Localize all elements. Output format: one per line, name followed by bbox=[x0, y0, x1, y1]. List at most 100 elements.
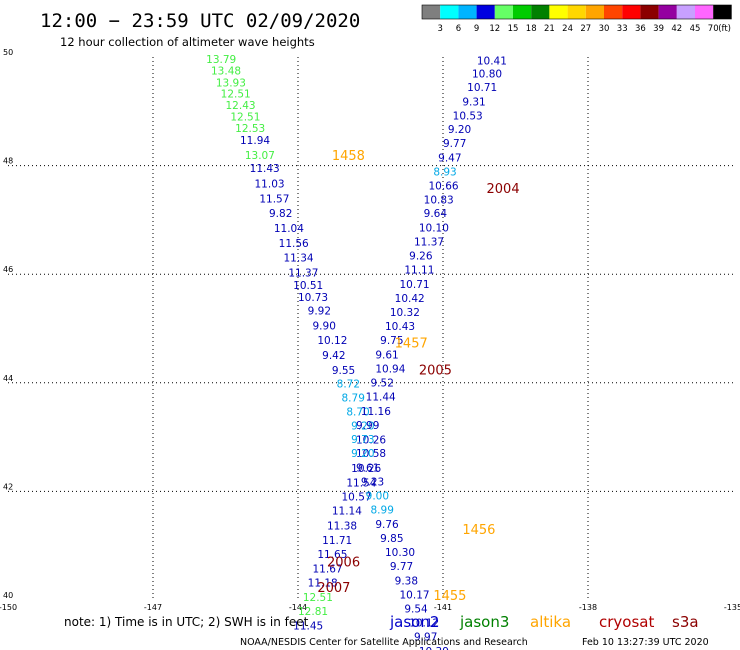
swh-point: 8.93 bbox=[433, 166, 456, 178]
color-swatch bbox=[658, 5, 677, 19]
track-time-label: 1456 bbox=[462, 523, 495, 538]
swh-point: 10.71 bbox=[400, 279, 430, 291]
wave-height-points: 13.7913.4813.9312.5112.4312.5112.5311.94… bbox=[206, 54, 507, 650]
swh-point: 11.04 bbox=[274, 223, 304, 235]
swh-point: 9.92 bbox=[308, 305, 331, 317]
legend-jason3: jason3 bbox=[459, 613, 509, 631]
swh-point: 9.00 bbox=[366, 491, 389, 503]
color-scale-label: 45 bbox=[690, 24, 701, 34]
color-bar-frame bbox=[421, 4, 732, 20]
color-scale-label: 18 bbox=[526, 24, 537, 34]
track-time-label: 2005 bbox=[419, 364, 452, 379]
swh-point: 11.14 bbox=[332, 506, 362, 518]
swh-point: 11.71 bbox=[322, 535, 352, 547]
swh-point: 11.45 bbox=[293, 620, 323, 632]
color-swatch bbox=[422, 5, 441, 19]
x-tick-label: -144 bbox=[289, 603, 307, 612]
swh-point: 9.99 bbox=[356, 420, 379, 432]
swh-point: 10.53 bbox=[453, 110, 483, 122]
y-tick-label: 50 bbox=[3, 48, 13, 57]
swh-point: 11.44 bbox=[366, 392, 396, 404]
swh-point: 10.80 bbox=[472, 69, 502, 81]
legend-s3a: s3a bbox=[672, 613, 699, 631]
axes: -150 -147 -144 -141 -138 -135 40 42 44 46 48 50 bbox=[0, 48, 740, 612]
y-tick-label: 46 bbox=[3, 265, 13, 274]
swh-point: 11.67 bbox=[313, 563, 343, 575]
swh-point: 9.47 bbox=[438, 152, 461, 164]
y-tick-label: 44 bbox=[3, 374, 13, 383]
swh-point: 8.72 bbox=[337, 379, 360, 391]
swh-point: 11.37 bbox=[414, 236, 444, 248]
x-tick-label: -147 bbox=[144, 603, 162, 612]
swh-point: 12.51 bbox=[303, 592, 333, 604]
color-swatch bbox=[622, 5, 641, 19]
swh-point: 12.51 bbox=[221, 89, 251, 101]
swh-point: 9.20 bbox=[351, 420, 374, 432]
legend-jason2: jason2 bbox=[389, 613, 439, 631]
swh-point: 10.17 bbox=[400, 589, 430, 601]
track-time-label: 2004 bbox=[487, 182, 520, 197]
swh-point: 10.26 bbox=[356, 435, 386, 447]
swh-point: 9.75 bbox=[380, 335, 403, 347]
swh-point: 12.51 bbox=[230, 112, 260, 124]
track-time-label: 1457 bbox=[395, 337, 428, 352]
color-scale-label: 12 bbox=[489, 24, 500, 34]
swh-point: 11.34 bbox=[284, 253, 314, 265]
swh-point: 9.90 bbox=[313, 321, 336, 333]
swh-point: 11.57 bbox=[259, 194, 289, 206]
track-labels: 1458 2004 1457 2005 1456 2006 2007 1455 bbox=[317, 149, 519, 604]
swh-point: 10.42 bbox=[395, 293, 425, 305]
color-scale-label: 42 bbox=[671, 24, 682, 34]
chart-subtitle: 12 hour collection of altimeter wave hei… bbox=[60, 35, 315, 49]
swh-point: 9.61 bbox=[356, 462, 379, 474]
swh-point: 10.71 bbox=[467, 82, 497, 94]
swh-point: 11.03 bbox=[255, 178, 285, 190]
swh-point: 9.38 bbox=[395, 575, 418, 587]
swh-point: 11.37 bbox=[288, 267, 318, 279]
color-swatch bbox=[640, 5, 659, 19]
swh-point: 13.79 bbox=[206, 54, 236, 66]
swh-point: 9.31 bbox=[462, 96, 485, 108]
color-scale-label: 39 bbox=[653, 24, 664, 34]
color-swatch bbox=[549, 5, 568, 19]
swh-point: 10.43 bbox=[385, 321, 415, 333]
swh-point: 9.85 bbox=[380, 533, 403, 545]
swh-point: 9.77 bbox=[443, 138, 466, 150]
satellite-legend: jason2 jason3 altika cryosat s3a bbox=[389, 613, 699, 631]
swh-point: 10.10 bbox=[419, 222, 449, 234]
swh-point: 9.52 bbox=[371, 378, 394, 390]
x-tick-label: -141 bbox=[434, 603, 452, 612]
swh-point: 11.18 bbox=[308, 577, 338, 589]
swh-point: 10.12 bbox=[317, 335, 347, 347]
swh-point: 11.16 bbox=[361, 406, 391, 418]
swh-point: 9.76 bbox=[375, 519, 399, 531]
track-time-label: 1455 bbox=[433, 589, 466, 604]
legend-cryosat: cryosat bbox=[599, 613, 654, 631]
swh-point: 10.83 bbox=[424, 195, 454, 207]
swh-point: 11.54 bbox=[346, 478, 376, 490]
swh-point: 10.57 bbox=[342, 492, 372, 504]
color-swatch bbox=[695, 5, 714, 19]
swh-point: 10.73 bbox=[298, 292, 328, 304]
swh-point: 9.97 bbox=[414, 632, 437, 644]
swh-point: 9.20 bbox=[448, 124, 471, 136]
color-swatch bbox=[476, 5, 495, 19]
y-tick-label: 42 bbox=[3, 482, 13, 491]
swh-point: 9.20 bbox=[351, 448, 374, 460]
color-swatch bbox=[567, 5, 586, 19]
swh-point: 10.26 bbox=[351, 463, 381, 475]
track-time-label: 1458 bbox=[332, 149, 365, 164]
swh-point: 11.65 bbox=[317, 549, 347, 561]
color-scale-label: 6 bbox=[456, 24, 461, 34]
footer-timestamp: Feb 10 13:27:39 UTC 2020 bbox=[582, 637, 709, 648]
color-swatch bbox=[604, 5, 623, 19]
swh-point: 9.54 bbox=[404, 603, 428, 615]
swh-point: 10.41 bbox=[477, 56, 507, 68]
swh-point: 9.73 bbox=[351, 434, 374, 446]
color-swatch bbox=[513, 5, 532, 19]
swh-point: 9.64 bbox=[424, 208, 448, 220]
footer-credit: NOAA/NESDIS Center for Satellite Applica… bbox=[240, 637, 528, 648]
swh-point: 10.94 bbox=[375, 363, 405, 375]
swh-point: 9.42 bbox=[322, 350, 345, 362]
